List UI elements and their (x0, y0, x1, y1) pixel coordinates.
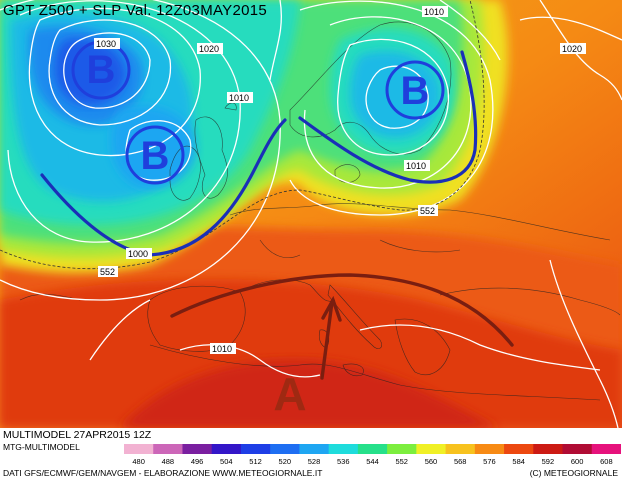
ridge-axis-icon (170, 273, 514, 347)
scale-swatch (504, 444, 534, 454)
low-center-2: B (125, 125, 185, 185)
pressure-label: 1000 (128, 249, 148, 259)
contour-labels: 1020 1010 1020 1010 1000 1010 1010 1030 … (94, 6, 586, 354)
scale-swatch (387, 444, 417, 454)
pressure-label: 1030 (96, 39, 116, 49)
flow-arrow-icon (320, 300, 334, 380)
data-sources-label: DATI GFS/ECMWF/GEM/NAVGEM - ELABORAZIONE… (3, 468, 323, 478)
scale-value-label: 528 (308, 457, 321, 466)
low-center-letter: B (87, 48, 116, 92)
isobars (0, 0, 622, 428)
height-label: 552 (100, 267, 115, 277)
scale-swatch (445, 444, 476, 454)
pressure-label: 1010 (229, 93, 249, 103)
scale-swatch (124, 444, 154, 454)
scale-swatch (533, 444, 564, 454)
trough-axes (40, 50, 478, 257)
scale-value-label: 488 (162, 457, 175, 466)
scale-value-label: 496 (191, 457, 204, 466)
scale-value-label: 568 (454, 457, 467, 466)
scale-swatch (182, 444, 213, 454)
scale-swatch (328, 444, 359, 454)
scale-value-label: 600 (571, 457, 584, 466)
scale-swatch (299, 444, 330, 454)
height-contours-552 (0, 0, 485, 270)
scale-value-label: 512 (249, 457, 262, 466)
scale-value-label: 560 (425, 457, 438, 466)
scale-value-label: 536 (337, 457, 350, 466)
scale-value-label: 520 (279, 457, 292, 466)
scale-swatch (562, 444, 593, 454)
scale-value-label: 608 (600, 457, 613, 466)
scale-value-label: 480 (132, 457, 145, 466)
scale-value-label: 592 (542, 457, 555, 466)
scale-swatch (240, 444, 271, 454)
model-id-label: MTG-MULTIMODEL (3, 442, 80, 452)
height-label: 552 (420, 206, 435, 216)
scale-swatch (591, 444, 621, 454)
flow-arrow-head-icon (321, 295, 342, 322)
scale-swatch (416, 444, 447, 454)
scale-value-label: 552 (395, 457, 408, 466)
pressure-systems: B B B A (71, 40, 445, 420)
scale-value-label: 584 (512, 457, 525, 466)
scale-swatch (211, 444, 242, 454)
copyright-label: (C) METEOGIORNALE (529, 468, 618, 478)
low-center-letter: B (401, 69, 430, 113)
trough-axis-icon (40, 118, 287, 257)
low-center-3: B (385, 60, 445, 120)
pressure-label: 1020 (199, 44, 219, 54)
map-title: GPT Z500 + SLP Val. 12Z03MAY2015 (3, 2, 268, 19)
ridge-axis (170, 273, 514, 380)
trough-axis-icon (298, 50, 478, 184)
pressure-label: 1020 (562, 44, 582, 54)
color-scale-legend: 480 488 496 504 512 520 528 536 544 552 560 568 576 5… (124, 444, 621, 466)
scale-swatch (153, 444, 183, 454)
low-center-letter: B (141, 134, 170, 178)
weather-map: B B B A 1020 1010 1020 1010 1000 1010 10… (0, 0, 622, 428)
pressure-label: 1010 (424, 7, 444, 17)
high-center: A (273, 368, 306, 420)
high-center-letter: A (273, 368, 306, 420)
pressure-label: 1010 (212, 344, 232, 354)
scale-value-label: 576 (483, 457, 496, 466)
scale-swatch (474, 444, 505, 454)
model-run-label: MULTIMODEL 27APR2015 12Z (3, 429, 152, 441)
scale-value-label: 504 (220, 457, 233, 466)
pressure-label: 1010 (406, 161, 426, 171)
scale-swatch (270, 444, 300, 454)
scale-swatch (357, 444, 388, 454)
scale-value-label: 544 (366, 457, 379, 466)
